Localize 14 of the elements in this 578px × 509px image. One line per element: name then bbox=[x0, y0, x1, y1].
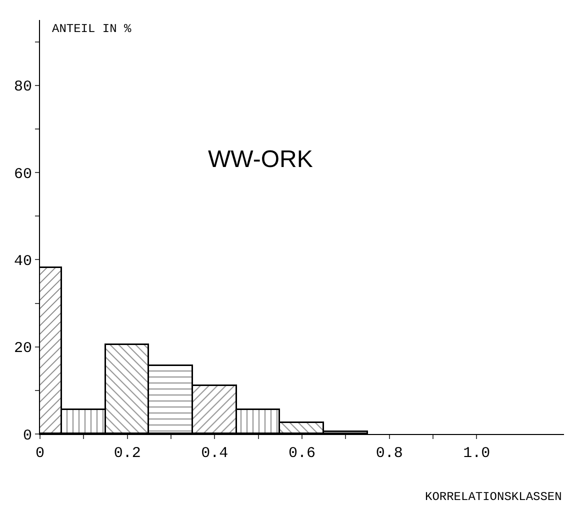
y-tick-label: 20 bbox=[14, 340, 32, 358]
y-axis-title: ANTEIL IN % bbox=[52, 22, 132, 36]
x-tick-label: 0.2 bbox=[114, 445, 141, 462]
x-tick-label: 0 bbox=[35, 445, 45, 462]
x-tick-label: 0.4 bbox=[201, 445, 228, 462]
x-axis-title: KORRELATIONSKLASSEN bbox=[425, 490, 562, 504]
x-tick-label: 1.0 bbox=[463, 445, 490, 462]
text: WW-ORK bbox=[208, 146, 313, 173]
y-tick-label: 80 bbox=[14, 78, 32, 96]
y-tick-label: 0 bbox=[22, 427, 32, 444]
y-tick-label: 60 bbox=[14, 166, 32, 183]
x-tick-label: 0.6 bbox=[288, 445, 316, 462]
y-tick-label: 40 bbox=[14, 252, 32, 270]
x-tick-label: 0.8 bbox=[376, 445, 403, 462]
